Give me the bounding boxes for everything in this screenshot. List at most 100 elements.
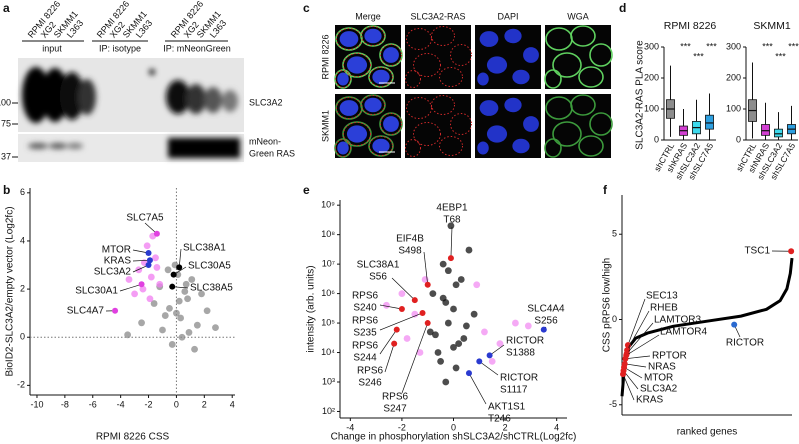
significance: *** xyxy=(680,41,691,51)
data-point xyxy=(473,281,481,289)
x-axis-label: RPMI 8226 CSS xyxy=(96,432,170,443)
data-point xyxy=(512,319,519,327)
point-label: RPS6 xyxy=(382,392,409,403)
nucleus xyxy=(486,125,508,143)
leader-line xyxy=(178,248,182,268)
data-point xyxy=(416,349,424,356)
data-point xyxy=(437,357,445,365)
y-tick-label: 2 xyxy=(20,283,25,293)
y-axis-label: intensity (arb. units) xyxy=(306,265,317,352)
leader-line xyxy=(450,226,453,259)
data-point xyxy=(182,280,190,288)
data-point xyxy=(150,300,158,307)
x-tick-label: 0 xyxy=(174,399,179,409)
y-tick-label: 0 xyxy=(20,332,25,342)
nucleus xyxy=(337,141,349,155)
labeled-point xyxy=(424,320,431,327)
data-point xyxy=(188,276,196,283)
y-tick-label: 10² xyxy=(322,406,335,416)
membrane xyxy=(570,94,596,116)
labeled-point xyxy=(419,309,426,316)
y-tick-label: 10⁵ xyxy=(321,317,335,327)
y-axis-label: CSS pRPS6 low/high xyxy=(602,258,613,353)
nucleus xyxy=(523,47,539,63)
mw-marker: 75 xyxy=(1,118,11,128)
nucleus xyxy=(504,97,522,113)
point-label: SLC3A2 xyxy=(94,267,132,278)
labeled-point xyxy=(620,371,627,378)
nucleus xyxy=(372,138,390,154)
point-label: RPTOR xyxy=(652,351,687,362)
nucleus xyxy=(346,56,368,74)
data-point xyxy=(139,285,147,293)
x-tick-label: 4 xyxy=(230,399,235,409)
labeled-point xyxy=(424,281,431,288)
labeled-point xyxy=(465,370,472,377)
labeled-point xyxy=(731,321,738,328)
y-tick-label: 0 xyxy=(654,134,659,144)
data-point xyxy=(135,266,143,274)
group-label: IP: mNeonGreen xyxy=(163,43,231,53)
pla-signal xyxy=(343,53,371,77)
point-label: S256 xyxy=(534,316,558,327)
leader-line xyxy=(379,304,402,310)
point-label: NRAS xyxy=(648,362,676,373)
y-tick-label: 10⁶ xyxy=(321,288,335,298)
x-tick-label: 2 xyxy=(503,422,508,432)
data-point xyxy=(439,294,447,302)
data-point xyxy=(166,304,173,312)
leader-line xyxy=(622,373,635,401)
data-point xyxy=(153,264,161,271)
data-point xyxy=(452,281,460,289)
y-tick-label: 10³ xyxy=(322,376,335,386)
significance: *** xyxy=(693,51,704,61)
membrane xyxy=(589,43,613,67)
data-point xyxy=(159,326,166,334)
significance: *** xyxy=(788,41,799,51)
data-point xyxy=(452,364,460,372)
labeled-point xyxy=(153,230,160,237)
microscopy: Merge SLC3A2-RAS DAPI WGA RPMI 8226 SKMM1 xyxy=(320,11,613,158)
column-header: WGA xyxy=(567,11,589,21)
x-tick-label: -8 xyxy=(61,399,69,409)
significance: *** xyxy=(762,41,773,51)
labeled-point xyxy=(622,355,629,362)
point-label: S246 xyxy=(358,378,382,389)
membrane xyxy=(578,66,604,88)
y-tick-label: 10⁹ xyxy=(321,200,335,210)
nucleus xyxy=(486,56,508,74)
data-point xyxy=(403,335,411,342)
x-tick-label: -2 xyxy=(398,422,406,432)
nucleus xyxy=(346,125,368,143)
labeled-point xyxy=(486,352,493,359)
labeled-point xyxy=(788,248,795,255)
box xyxy=(774,128,783,138)
leader-line xyxy=(379,312,423,331)
data-point xyxy=(147,273,155,281)
pla-signal xyxy=(431,95,455,115)
row-label: RPMI 8226 xyxy=(320,34,330,79)
data-point xyxy=(524,322,532,330)
data-point xyxy=(124,331,132,339)
data-point xyxy=(203,307,211,315)
point-label: SLC38A5 xyxy=(190,283,233,294)
point-label: RPS6 xyxy=(352,316,379,327)
point-label: RPS6 xyxy=(352,291,379,302)
panel-label: c xyxy=(303,1,310,15)
nucleus xyxy=(523,116,539,132)
pla-signal xyxy=(380,113,402,135)
box xyxy=(705,114,714,130)
membrane xyxy=(552,121,582,147)
point-label: TSC1 xyxy=(744,246,770,257)
point-label: SLC38A1 xyxy=(183,243,226,254)
pla-signal xyxy=(335,139,351,157)
mw-marker: 37 xyxy=(1,151,11,161)
data-point xyxy=(481,328,488,336)
leader-line xyxy=(623,366,643,379)
data-point xyxy=(444,267,452,275)
nucleus xyxy=(477,72,489,86)
point-label: EIF4B xyxy=(396,234,424,245)
panel-label: b xyxy=(3,183,10,197)
point-label: RPS6 xyxy=(352,341,379,352)
y-tick-label: 100 xyxy=(726,103,741,113)
